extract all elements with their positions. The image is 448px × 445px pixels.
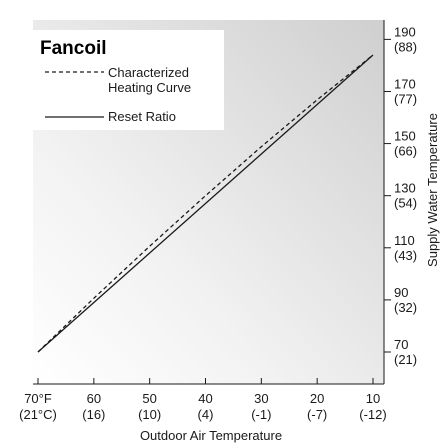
- y-ticks: 70(21) 90(32) 110(43) 130(54) 150(66) 170(77)…: [384, 24, 417, 367]
- x-ticks: 70°F(21°C) 60(16) 50(10) 40(4) 30(-1) 20(-7) 1…: [19, 378, 387, 422]
- legend-title: Fancoil: [40, 38, 107, 59]
- x-tick-sublabel: (16): [82, 407, 105, 422]
- legend-label-characterized-heating-curve: Characterized Heating Curve: [108, 65, 191, 95]
- x-tick-label: 70°F: [24, 391, 52, 406]
- legend-label-reset-ratio: Reset Ratio: [108, 109, 176, 124]
- y-tick-label: 150: [394, 129, 416, 144]
- x-tick-label: 60: [87, 391, 101, 406]
- y-tick-sublabel: (54): [394, 196, 417, 211]
- x-tick-sublabel: (-12): [359, 407, 386, 422]
- y-tick-sublabel: (88): [394, 39, 417, 54]
- x-tick-sublabel: (21°C): [19, 407, 57, 422]
- y-axis-title: Supply Water Temperature: [425, 113, 440, 267]
- x-tick-label: 10: [366, 391, 380, 406]
- y-tick-label: 90: [394, 285, 408, 300]
- series-layer: [37, 54, 374, 353]
- y-tick-sublabel: (77): [394, 91, 417, 106]
- y-tick-sublabel: (43): [394, 248, 417, 263]
- y-tick-label: 70: [394, 337, 408, 352]
- x-tick-label: 40: [198, 391, 212, 406]
- x-tick-sublabel: (-1): [251, 407, 271, 422]
- series-line-reset-ratio: [37, 54, 374, 353]
- axes-layer: [33, 20, 385, 385]
- series-line-characterized-heating-curve: [37, 54, 374, 353]
- x-tick-label: 50: [142, 391, 156, 406]
- y-tick-label: 110: [394, 233, 415, 248]
- x-tick-sublabel: (-7): [307, 407, 327, 422]
- y-tick-sublabel: (21): [394, 352, 417, 367]
- legend: Fancoil Characterized Heating Curve Reset…: [33, 30, 224, 130]
- x-tick-sublabel: (10): [138, 407, 161, 422]
- y-tick-sublabel: (66): [394, 144, 417, 159]
- x-tick-label: 20: [310, 391, 324, 406]
- x-axis-title: Outdoor Air Temperature: [140, 428, 282, 443]
- y-tick-label: 190: [394, 24, 416, 39]
- y-tick-sublabel: (32): [394, 300, 417, 315]
- y-tick-label: 130: [394, 181, 416, 196]
- legend-box: [33, 30, 224, 130]
- x-tick-sublabel: (4): [198, 407, 214, 422]
- y-tick-label: 170: [394, 76, 416, 91]
- x-tick-label: 30: [254, 391, 268, 406]
